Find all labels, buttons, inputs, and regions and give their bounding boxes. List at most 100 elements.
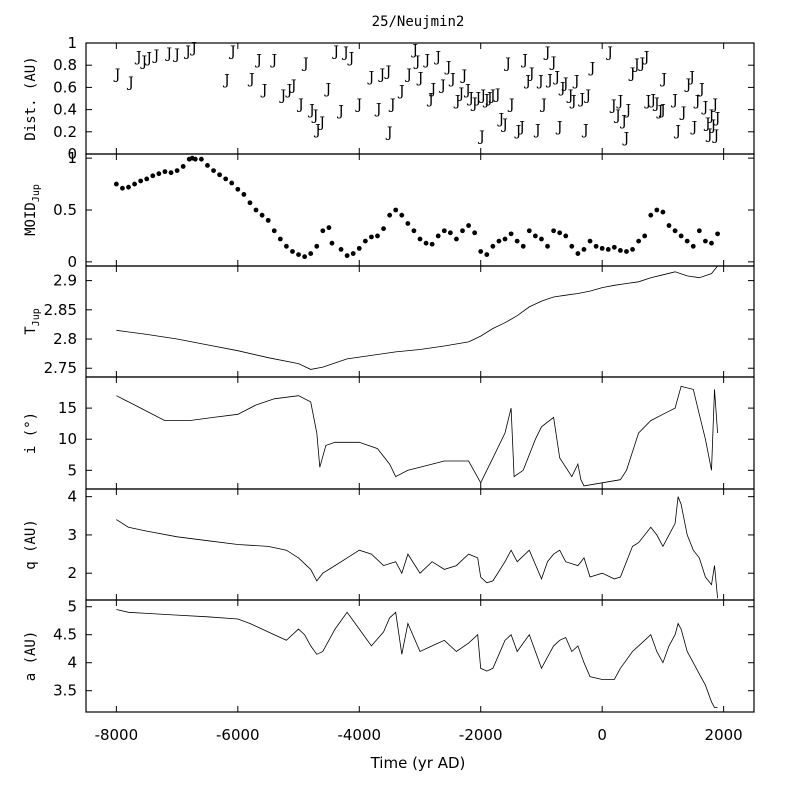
data-point (715, 231, 720, 237)
data-point: J (269, 53, 277, 69)
data-point: J (687, 69, 695, 85)
data-point: J (228, 44, 236, 60)
data-point (642, 233, 648, 239)
data-point: J (426, 92, 434, 108)
data-point (624, 249, 629, 254)
data-point: J (514, 124, 522, 140)
data-point: J (500, 117, 508, 133)
data-point (174, 168, 180, 173)
y-tick-label: 2.8 (53, 330, 77, 348)
y-axis-label: a (AU) (23, 631, 39, 682)
x-tick-label: -2000 (459, 726, 503, 744)
data-point: J (581, 123, 589, 139)
data-point: J (577, 92, 585, 108)
data-point (284, 243, 289, 249)
data-point: J (552, 69, 560, 85)
data-point: J (488, 88, 496, 104)
data-point: J (444, 59, 452, 75)
data-point: J (374, 101, 382, 117)
data-point (587, 238, 593, 244)
y-tick-label: 2.85 (44, 301, 77, 319)
data-point: J (247, 72, 255, 88)
data-point (308, 251, 314, 256)
y-tick-label: 0.4 (53, 101, 77, 119)
data-point (684, 238, 690, 244)
data-point: J (144, 50, 152, 66)
data-point: J (642, 49, 650, 65)
data-point (198, 156, 204, 162)
data-point: J (466, 90, 474, 106)
data-point: J (707, 108, 715, 124)
data-point (253, 207, 259, 213)
data-point (217, 172, 223, 178)
series-line (116, 385, 718, 487)
data-point: J (164, 46, 172, 62)
data-point: J (503, 56, 511, 72)
y-tick-label: 15 (58, 399, 77, 417)
data-point: J (493, 87, 501, 103)
data-point (156, 171, 162, 177)
data-point: J (347, 50, 355, 66)
data-point: J (536, 74, 544, 90)
data-point (229, 180, 235, 186)
data-point (690, 243, 696, 249)
data-point (484, 252, 490, 257)
data-point (429, 241, 435, 247)
data-point: J (285, 83, 293, 99)
data-point: J (429, 82, 437, 98)
data-point: J (644, 94, 652, 110)
x-tick-label: -6000 (216, 726, 260, 744)
data-point (162, 169, 168, 175)
data-point: J (456, 86, 464, 102)
y-axis-label: MOIDJup (23, 184, 42, 236)
x-tick-label: -8000 (95, 726, 139, 744)
data-point (520, 243, 526, 249)
data-point: J (397, 84, 405, 100)
y-tick-label: 0 (67, 145, 77, 163)
data-point: J (301, 56, 309, 72)
data-point: J (583, 88, 591, 104)
data-point: J (289, 78, 297, 94)
data-point: J (520, 53, 528, 69)
data-point: J (652, 96, 660, 112)
y-tick-label: 0.6 (53, 78, 77, 96)
data-point (678, 233, 684, 239)
data-point: J (632, 57, 640, 73)
data-point (508, 231, 514, 237)
y-tick-label: 4 (67, 654, 77, 672)
data-point (526, 228, 532, 234)
data-point (235, 186, 241, 192)
data-point (496, 238, 502, 244)
data-point (180, 164, 186, 169)
y-tick-label: 0.8 (53, 56, 77, 74)
data-point (557, 230, 563, 236)
panel-frame (85, 599, 755, 713)
data-point: J (705, 127, 713, 143)
data-point (314, 243, 320, 249)
data-point: J (336, 104, 344, 120)
data-point: J (482, 93, 490, 109)
data-point: J (384, 64, 392, 80)
data-point (599, 245, 605, 251)
data-point: J (605, 45, 613, 61)
panel-frame (85, 153, 755, 267)
data-point: J (485, 90, 493, 106)
y-tick-label: 2.9 (53, 272, 77, 290)
data-point: J (684, 77, 692, 93)
data-point: J (296, 97, 304, 113)
data-point (302, 254, 308, 260)
y-tick-label: 0.5 (53, 201, 77, 219)
data-point: J (712, 128, 720, 144)
y-tick-label: 2 (67, 564, 77, 582)
data-point: J (254, 53, 262, 69)
data-point: J (410, 43, 418, 59)
data-point: J (517, 119, 525, 135)
x-tick-label: -4000 (337, 726, 381, 744)
data-point: J (623, 103, 631, 119)
data-point: J (222, 73, 230, 89)
data-point: J (385, 125, 393, 141)
data-point (490, 243, 496, 249)
data-point (405, 221, 411, 226)
data-point: J (555, 119, 563, 135)
